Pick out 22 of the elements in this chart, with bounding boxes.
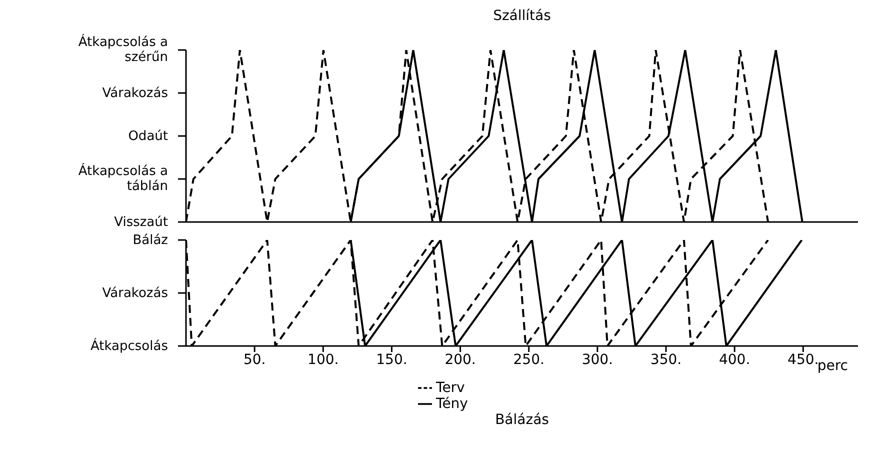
category-label: Várakozás: [102, 86, 168, 101]
text: Bálázás: [494, 412, 550, 428]
category-label: Átkapcsolás a szérűn: [78, 35, 168, 65]
x-tick-label: 450.: [788, 352, 819, 368]
category-label: Átkapcsolás a táblán: [78, 164, 168, 194]
x-tick-label: 150.: [376, 352, 408, 368]
x-tick-label: 350.: [650, 352, 682, 368]
category-label: Báláz: [132, 233, 168, 248]
x-tick-label: 300.: [582, 352, 614, 368]
x-axis-title: perc: [817, 358, 848, 374]
legend-label: Terv: [436, 380, 465, 396]
x-tick-label: 100.: [308, 352, 339, 368]
x-tick-label: 50.: [243, 352, 266, 368]
legend-label: Tény: [436, 396, 468, 412]
x-tick-label: 400.: [718, 352, 750, 368]
chart-title: Szállítás: [492, 8, 552, 24]
category-label: Odaút: [128, 129, 168, 144]
x-tick-label: 200.: [444, 352, 476, 368]
category-label: Várakozás: [102, 286, 168, 301]
category-label: Átkapcsolás: [90, 339, 168, 354]
category-label: Visszaút: [114, 215, 168, 230]
x-tick-label: 250.: [513, 352, 544, 368]
